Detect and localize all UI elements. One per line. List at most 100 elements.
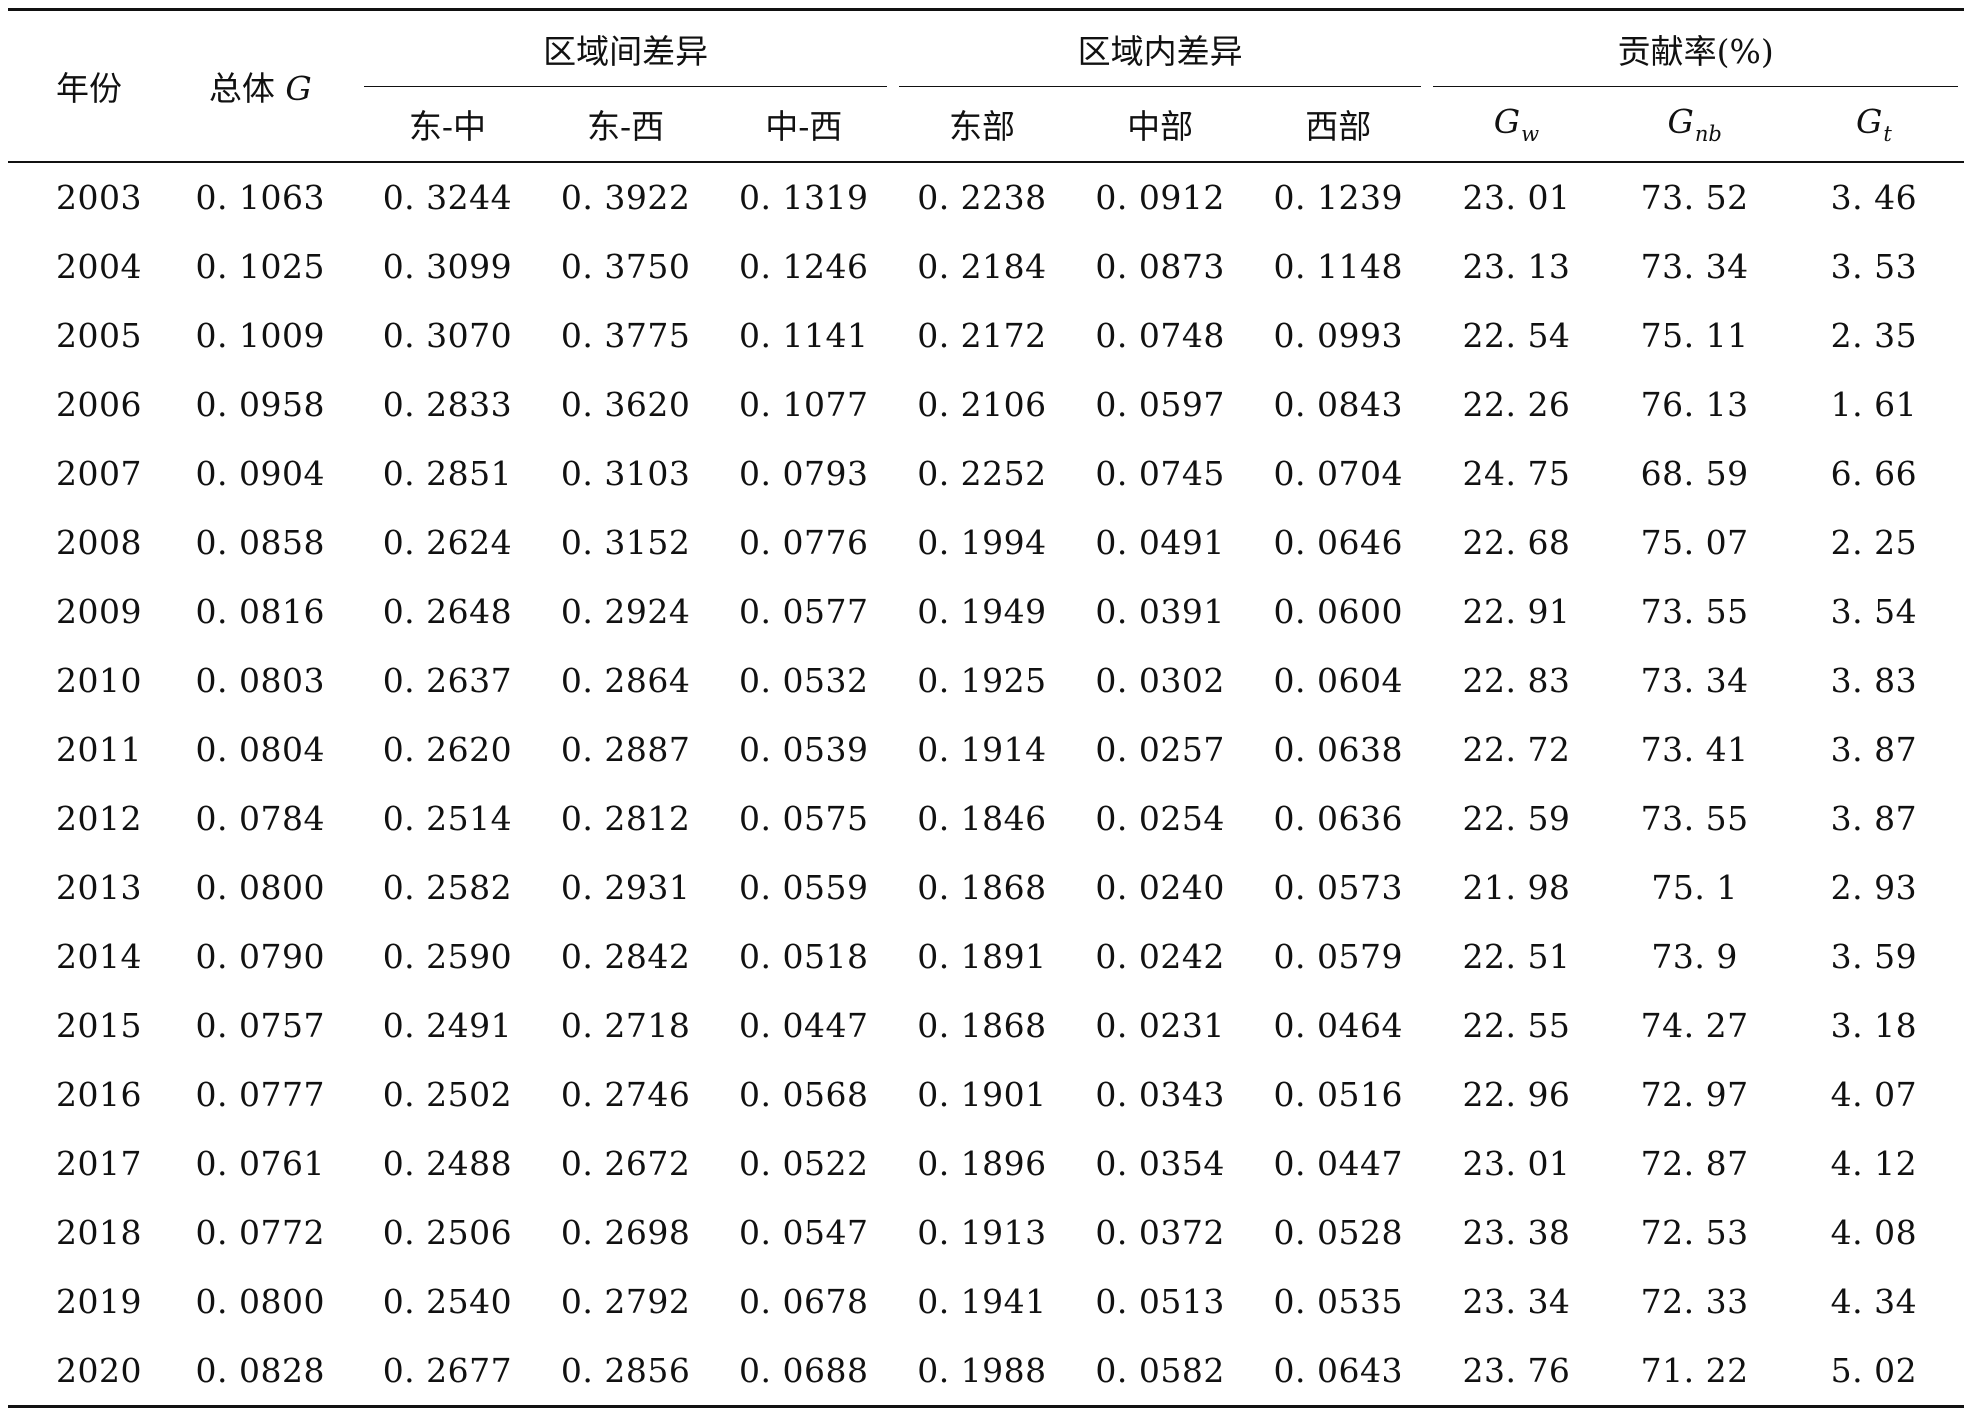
table-cell: 0. 1846 (917, 799, 1047, 838)
table-cell-year: 2007 (56, 454, 142, 493)
table-cell: 0. 1063 (195, 178, 325, 217)
header-col-east-west: 东-西 (536, 87, 715, 163)
table-cell: 0. 2746 (560, 1075, 691, 1114)
table-cell: 0. 0646 (1273, 523, 1404, 562)
table-cell: 0. 0828 (162, 1336, 359, 1408)
table-cell-year: 2008 (56, 523, 142, 562)
table-cell: 73. 41 (1640, 730, 1749, 769)
table-cell: 73. 55 (1640, 799, 1749, 838)
table-cell: 0. 0539 (739, 730, 869, 769)
header-gnb-main: G (1667, 102, 1694, 141)
table-cell: 0. 1868 (917, 868, 1047, 907)
table-cell: 0. 3103 (560, 454, 691, 493)
table-cell: 0. 1025 (195, 247, 325, 286)
table-cell-year: 2013 (56, 868, 142, 907)
table-cell: 2. 93 (1830, 868, 1918, 907)
header-col-gnb: Gnb (1605, 87, 1784, 163)
table-cell: 0. 2252 (917, 454, 1047, 493)
table-cell: 3. 59 (1830, 937, 1918, 976)
table-cell: 3. 83 (1830, 661, 1918, 700)
table-cell: 23. 76 (1427, 1336, 1606, 1408)
table-cell-year: 2019 (56, 1282, 142, 1321)
table-cell: 3. 18 (1830, 1006, 1918, 1045)
table-cell: 0. 3070 (382, 316, 513, 355)
table-cell: 0. 2851 (382, 454, 513, 493)
table-cell: 0. 1077 (739, 385, 869, 424)
table-cell: 0. 2842 (560, 937, 691, 976)
table-cell: 0. 3244 (382, 178, 513, 217)
table-cell: 0. 3620 (560, 385, 691, 424)
header-group-between-label: 区域间差异 (543, 32, 709, 71)
table-cell: 0. 0231 (1095, 1006, 1225, 1045)
table-cell: 0. 0577 (739, 592, 869, 631)
table-cell: 0. 2924 (560, 592, 691, 631)
table-cell: 0. 0803 (195, 661, 325, 700)
table-cell: 73. 52 (1640, 178, 1749, 217)
table-cell: 23. 01 (1462, 1144, 1571, 1183)
table-cell: 0. 0575 (739, 799, 869, 838)
table-cell: 0. 2491 (382, 1006, 513, 1045)
header-gw-main: G (1493, 102, 1521, 141)
table-cell: 0. 0573 (1273, 868, 1404, 907)
header-col-gt: Gt (1783, 87, 1964, 163)
table-cell: 0. 0491 (1095, 523, 1225, 562)
header-gw-sub: w (1521, 122, 1540, 146)
table-cell: 0. 0636 (1273, 799, 1404, 838)
table-cell: 0. 0372 (1095, 1213, 1225, 1252)
table-cell: 0. 2488 (382, 1144, 513, 1183)
table-cell: 0. 0704 (1273, 454, 1404, 493)
table-cell: 0. 0958 (195, 385, 325, 424)
table-cell: 22. 91 (1462, 592, 1571, 631)
table-cell: 0. 2506 (382, 1213, 513, 1252)
table-cell: 22. 26 (1462, 385, 1571, 424)
table-cell: 23. 13 (1462, 247, 1571, 286)
table-cell: 0. 1141 (739, 316, 869, 355)
table-cell: 0. 2540 (382, 1282, 513, 1321)
table-cell-year: 2006 (56, 385, 142, 424)
table-row: 2014 0. 0790 0. 2590 0. 2842 0. 0518 0. 1891 0… (8, 922, 1964, 991)
table-cell: 0. 1988 (892, 1336, 1072, 1408)
table-cell: 0. 1914 (917, 730, 1047, 769)
table-cell: 0. 0447 (739, 1006, 869, 1045)
table-cell: 0. 1949 (917, 592, 1047, 631)
table-cell: 0. 2864 (560, 661, 691, 700)
table-cell: 0. 0776 (739, 523, 869, 562)
table-cell: 0. 2620 (382, 730, 513, 769)
table-cell: 68. 59 (1640, 454, 1749, 493)
table-cell: 0. 0843 (1273, 385, 1404, 424)
header-gt-sub: t (1883, 122, 1892, 146)
table-cell: 0. 0354 (1095, 1144, 1225, 1183)
table-cell: 0. 0761 (195, 1144, 325, 1183)
table-cell: 3. 87 (1830, 730, 1918, 769)
table-cell: 0. 1148 (1273, 247, 1404, 286)
table-cell: 4. 07 (1830, 1075, 1918, 1114)
table-cell: 0. 1994 (917, 523, 1047, 562)
table-cell: 0. 3775 (560, 316, 691, 355)
header-col-central-west: 中-西 (714, 87, 893, 163)
table-cell: 73. 34 (1640, 661, 1749, 700)
table-row: 2013 0. 0800 0. 2582 0. 2931 0. 0559 0. 1868 0… (8, 853, 1964, 922)
table-row: 2019 0. 0800 0. 2540 0. 2792 0. 0678 0. 1941 0… (8, 1267, 1964, 1336)
header-group-contrib-label: 贡献率(%) (1617, 32, 1774, 71)
table-cell: 0. 2856 (536, 1336, 715, 1408)
table-cell: 0. 2184 (917, 247, 1047, 286)
header-col-east: 东部 (892, 87, 1072, 163)
table-cell: 0. 0800 (195, 1282, 325, 1321)
table-row: 2009 0. 0816 0. 2648 0. 2924 0. 0577 0. 1949 0… (8, 577, 1964, 646)
table-cell: 0. 2106 (917, 385, 1047, 424)
table-row: 2011 0. 0804 0. 2620 0. 2887 0. 0539 0. 1914 0… (8, 715, 1964, 784)
table-cell: 73. 55 (1640, 592, 1749, 631)
table-cell: 0. 2637 (382, 661, 513, 700)
table-cell: 0. 2582 (382, 868, 513, 907)
table-row: 2012 0. 0784 0. 2514 0. 2812 0. 0575 0. 1846 0… (8, 784, 1964, 853)
table-cell: 0. 0240 (1095, 868, 1225, 907)
table-row: 2020 0. 0828 0. 2677 0. 2856 0. 0688 0. 1988 0… (8, 1336, 1964, 1408)
table-cell: 0. 0816 (195, 592, 325, 631)
table-cell: 0. 3922 (560, 178, 691, 217)
table-cell: 0. 0804 (195, 730, 325, 769)
table-cell: 0. 0912 (1095, 178, 1225, 217)
table-cell: 0. 0784 (195, 799, 325, 838)
table-cell: 0. 0793 (739, 454, 869, 493)
table-cell: 22. 96 (1462, 1075, 1571, 1114)
table-cell: 0. 0579 (1273, 937, 1404, 976)
